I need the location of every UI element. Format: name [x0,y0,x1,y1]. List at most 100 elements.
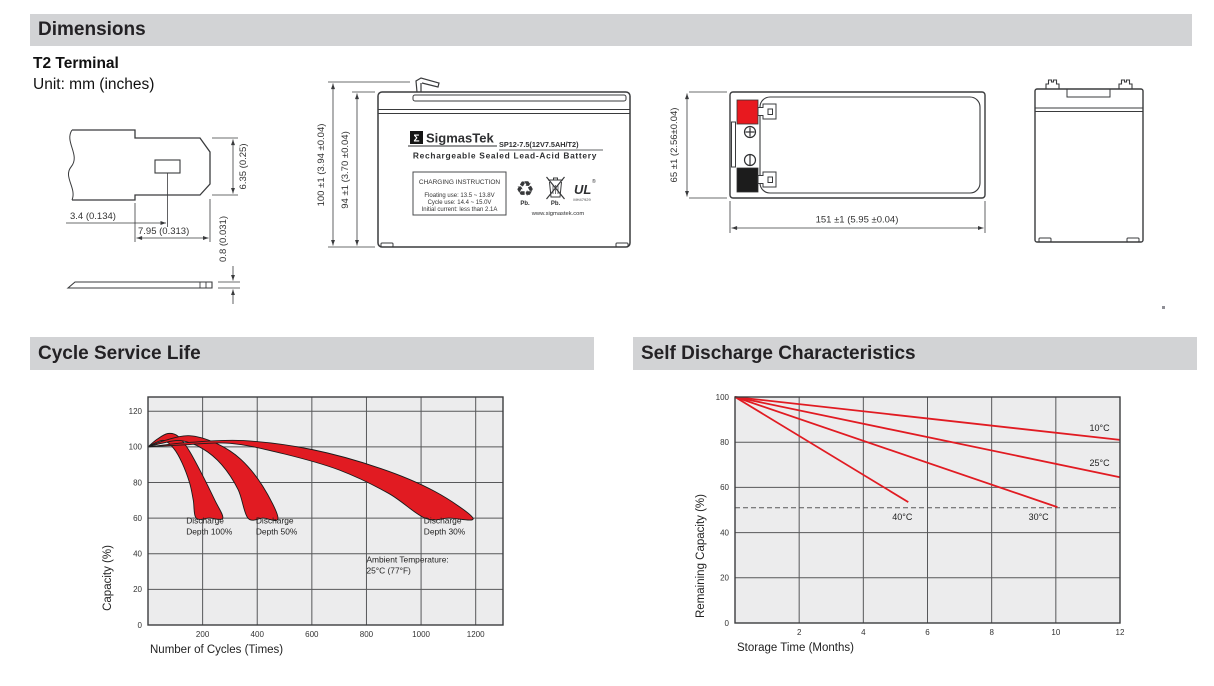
y-tick-label: 0 [138,621,143,630]
discharge-depth-band [147,435,279,521]
bin-pb-label: Pb. [551,201,561,207]
charging-title: CHARGING INSTRUCTION [419,179,501,186]
battery-end-view-drawing [1034,79,1144,243]
y-tick-label: 20 [720,574,729,583]
top-view-case [729,91,986,199]
brand-text: SigmasTek [426,131,494,146]
print-artifact-dot [1162,306,1165,309]
y-tick-label: 40 [133,550,142,559]
chart-annotation: Discharge [186,515,224,525]
sigma-glyph: Σ [413,134,419,145]
series-label: 40°C [892,512,913,522]
y-tick-label: 120 [129,407,143,416]
ul-file-code: MH47929 [573,197,591,202]
y-tick-label: 100 [129,443,143,452]
section-title: Cycle Service Life [38,342,201,364]
y-tick-label: 80 [133,478,142,487]
x-tick-label: 12 [1116,628,1125,637]
y-tick-label: 40 [720,528,729,537]
battery-type-text: Rechargeable Sealed Lead-Acid Battery [413,151,597,161]
self-discharge-chart: 2 4 6 8 10 12 0 20 40 60 80 100 10°C 25°C 30°C 40°C Stor… [695,393,1125,654]
y-tick-label: 60 [720,483,729,492]
end-terminal-left [1045,79,1060,89]
dim-case-height: 94 ±1 (3.70 ±0.04) [340,131,351,209]
chart-annotation: Depth 100% [186,526,233,536]
x-axis-label: Number of Cycles (Times) [150,644,283,656]
plot-border [147,396,504,626]
charging-line-1: Floating use: 13.5 ~ 13.8V [424,193,494,199]
chart-annotation: Ambient Temperature: [366,555,448,565]
x-tick-label: 1000 [412,630,430,639]
chart-annotation: 25°C (77°F) [366,566,411,576]
x-tick-label: 8 [989,628,994,637]
chart-annotation: Depth 30% [424,526,466,536]
x-tick-label: 200 [196,630,210,639]
terminal-detail-drawing: 3.4 (0.134) 7.95 (0.313) 6.35 (0.25) 0.8… [66,129,249,304]
temperature-line [734,396,1121,441]
chart-annotation: Discharge [256,515,294,525]
section-title: Self Discharge Characteristics [641,342,916,364]
temperature-line [734,396,909,503]
series-label: 30°C [1029,512,1050,522]
dim-width: 7.95 (0.313) [138,226,189,237]
dim-height: 65 ±1 (2.56±0.04) [669,108,680,183]
top-view-dims [685,91,986,233]
positive-faston-tab [757,103,777,120]
y-tick-label: 100 [716,393,730,402]
website-text: www.sigmastek.com [531,211,585,217]
plot-border [734,396,1121,624]
negative-faston-tab [757,171,777,188]
recycle-icon: ♻ [516,178,535,201]
section-header-cycle-service-life: Cycle Service Life [30,337,594,370]
unit-note: Unit: mm (inches) [33,76,155,93]
dim-offset: 3.4 (0.134) [70,211,116,222]
y-tick-label: 20 [133,585,142,594]
x-tick-label: 4 [861,628,866,637]
ul-mark-icon: UL ® MH47929 [573,178,596,202]
ul-letters: UL [574,182,591,197]
positive-terminal-marker [736,99,759,125]
terminal-type-label: T2 Terminal [33,55,119,72]
temperature-line [734,396,1121,479]
y-tick-label: 0 [725,619,730,628]
cycle-service-life-chart: 200 400 600 800 1000 1200 0 20 40 60 80 100 120 Disch… [102,396,504,656]
battery-case [328,77,631,248]
dim-length: 151 ±1 (5.95 ±0.04) [816,215,899,226]
sigma-logo-icon [410,131,423,144]
x-tick-label: 1200 [467,630,485,639]
charging-line-3: Initial current: less than 2.1A [422,207,498,213]
x-tick-label: 10 [1051,628,1060,637]
battery-label: Σ SigmasTek SP12-7.5(12V7.5AH/T2) Rechar… [408,131,603,217]
dim-blade: 6.35 (0.25) [238,144,249,190]
series-label: 25°C [1090,458,1111,468]
y-tick-label: 60 [133,514,142,523]
battery-front-view-drawing: 100 ±1 (3.94 ±0.04) 94 ±1 (3.70 ±0.04) Σ… [316,77,631,248]
crossed-bin-icon [546,176,565,200]
section-header-self-discharge: Self Discharge Characteristics [633,337,1197,370]
temperature-line [734,396,1058,508]
y-axis-label: Capacity (%) [102,545,114,611]
plus-symbol-icon [743,125,757,139]
terminal-tab [415,77,440,93]
series-label: 10°C [1090,423,1111,433]
discharge-depth-band [147,439,474,521]
y-tick-label: 80 [720,438,729,447]
negative-terminal-marker [736,167,759,193]
dim-thickness: 0.8 (0.031) [218,216,229,262]
x-axis-label: Storage Time (Months) [737,642,854,654]
charging-line-2: Cycle use: 14.4 ~ 15.0V [428,200,492,206]
section-header-dimensions: Dimensions [30,14,1192,46]
x-tick-label: 800 [360,630,374,639]
x-tick-label: 2 [797,628,802,637]
x-tick-label: 400 [251,630,265,639]
x-tick-label: 6 [925,628,930,637]
recycle-pb-label: Pb. [520,201,530,207]
end-terminal-right [1118,79,1133,89]
ul-registered: ® [592,178,596,185]
section-title: Dimensions [38,19,146,40]
dim-total-height: 100 ±1 (3.94 ±0.04) [316,124,327,207]
battery-top-view-drawing: 65 ±1 (2.56±0.04) 151 ±1 (5.95 ±0.04) [669,91,986,233]
charging-instruction-box [412,171,507,216]
model-text: SP12-7.5(12V7.5AH/T2) [499,140,579,149]
